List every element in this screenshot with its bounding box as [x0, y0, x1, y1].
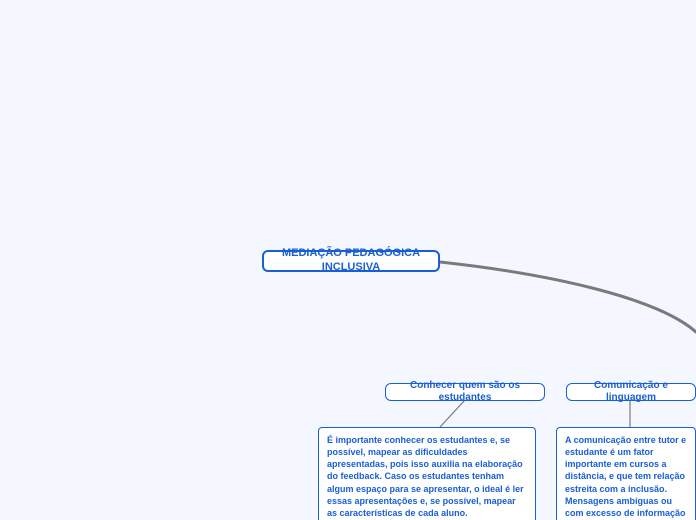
branch-node-comunicacao[interactable]: Comunicação e linguagem: [566, 383, 696, 401]
mindmap-canvas: MEDIAÇÃO PEDAGÓGICA INCLUSIVA Conhecer q…: [0, 0, 696, 520]
note-conhecer[interactable]: É importante conhecer os estudantes e, s…: [318, 427, 536, 520]
branch-node-conhecer[interactable]: Conhecer quem são os estudantes: [385, 383, 545, 401]
root-node[interactable]: MEDIAÇÃO PEDAGÓGICA INCLUSIVA: [262, 250, 440, 272]
note-comunicacao[interactable]: A comunicação entre tutor e estudante é …: [556, 427, 696, 520]
edge-root-to-right: [440, 262, 696, 332]
